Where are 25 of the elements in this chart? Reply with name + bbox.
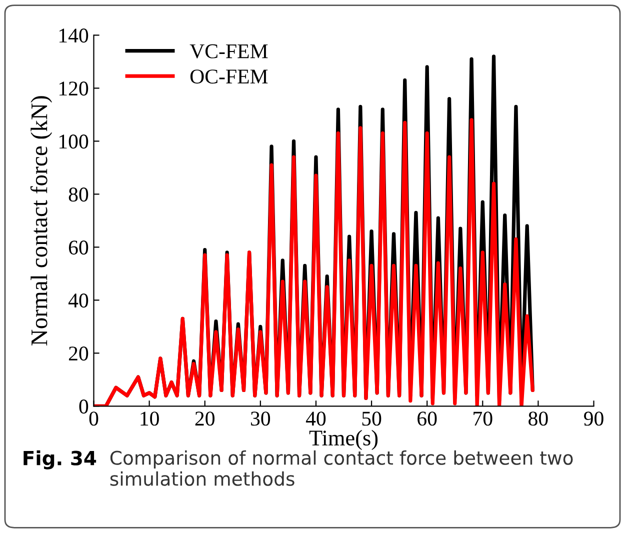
x-tick-label: 30 xyxy=(250,412,270,426)
x-tick-label: 70 xyxy=(474,412,492,426)
y-tick-label: 120 xyxy=(59,82,88,96)
x-tick-label: 50 xyxy=(362,412,382,426)
x-tick-label: 40 xyxy=(306,412,326,426)
x-tick-label: 60 xyxy=(418,412,437,426)
caption: Fig. 34 xyxy=(24,450,96,470)
y-tick-label: 60 xyxy=(68,240,88,255)
y-axis-title: Normal contact force (kN) xyxy=(30,96,52,346)
y-tick-label: 40 xyxy=(68,294,88,308)
text: Comparison of normal contact force between two simulation methods xyxy=(110,450,573,486)
line-series xyxy=(94,118,534,406)
y-tick-label: 20 xyxy=(68,346,88,361)
x-tick-label: 90 xyxy=(584,412,604,426)
x-tick-label: 20 xyxy=(195,412,214,426)
y-tick-label: 80 xyxy=(68,188,88,202)
y-tick-label: 140 xyxy=(59,28,88,43)
x-tick-label: 10 xyxy=(140,412,159,426)
x-tick-label: 80 xyxy=(528,412,548,426)
y-tick-label: 100 xyxy=(59,134,88,149)
legend-label: VC-FEM xyxy=(190,44,268,58)
legend-label: OC-FEM xyxy=(190,70,268,84)
x-axis-title: Time(s) xyxy=(309,430,378,450)
x-tick-label: 0 xyxy=(89,412,98,426)
y-tick-label: 0 xyxy=(79,400,88,414)
